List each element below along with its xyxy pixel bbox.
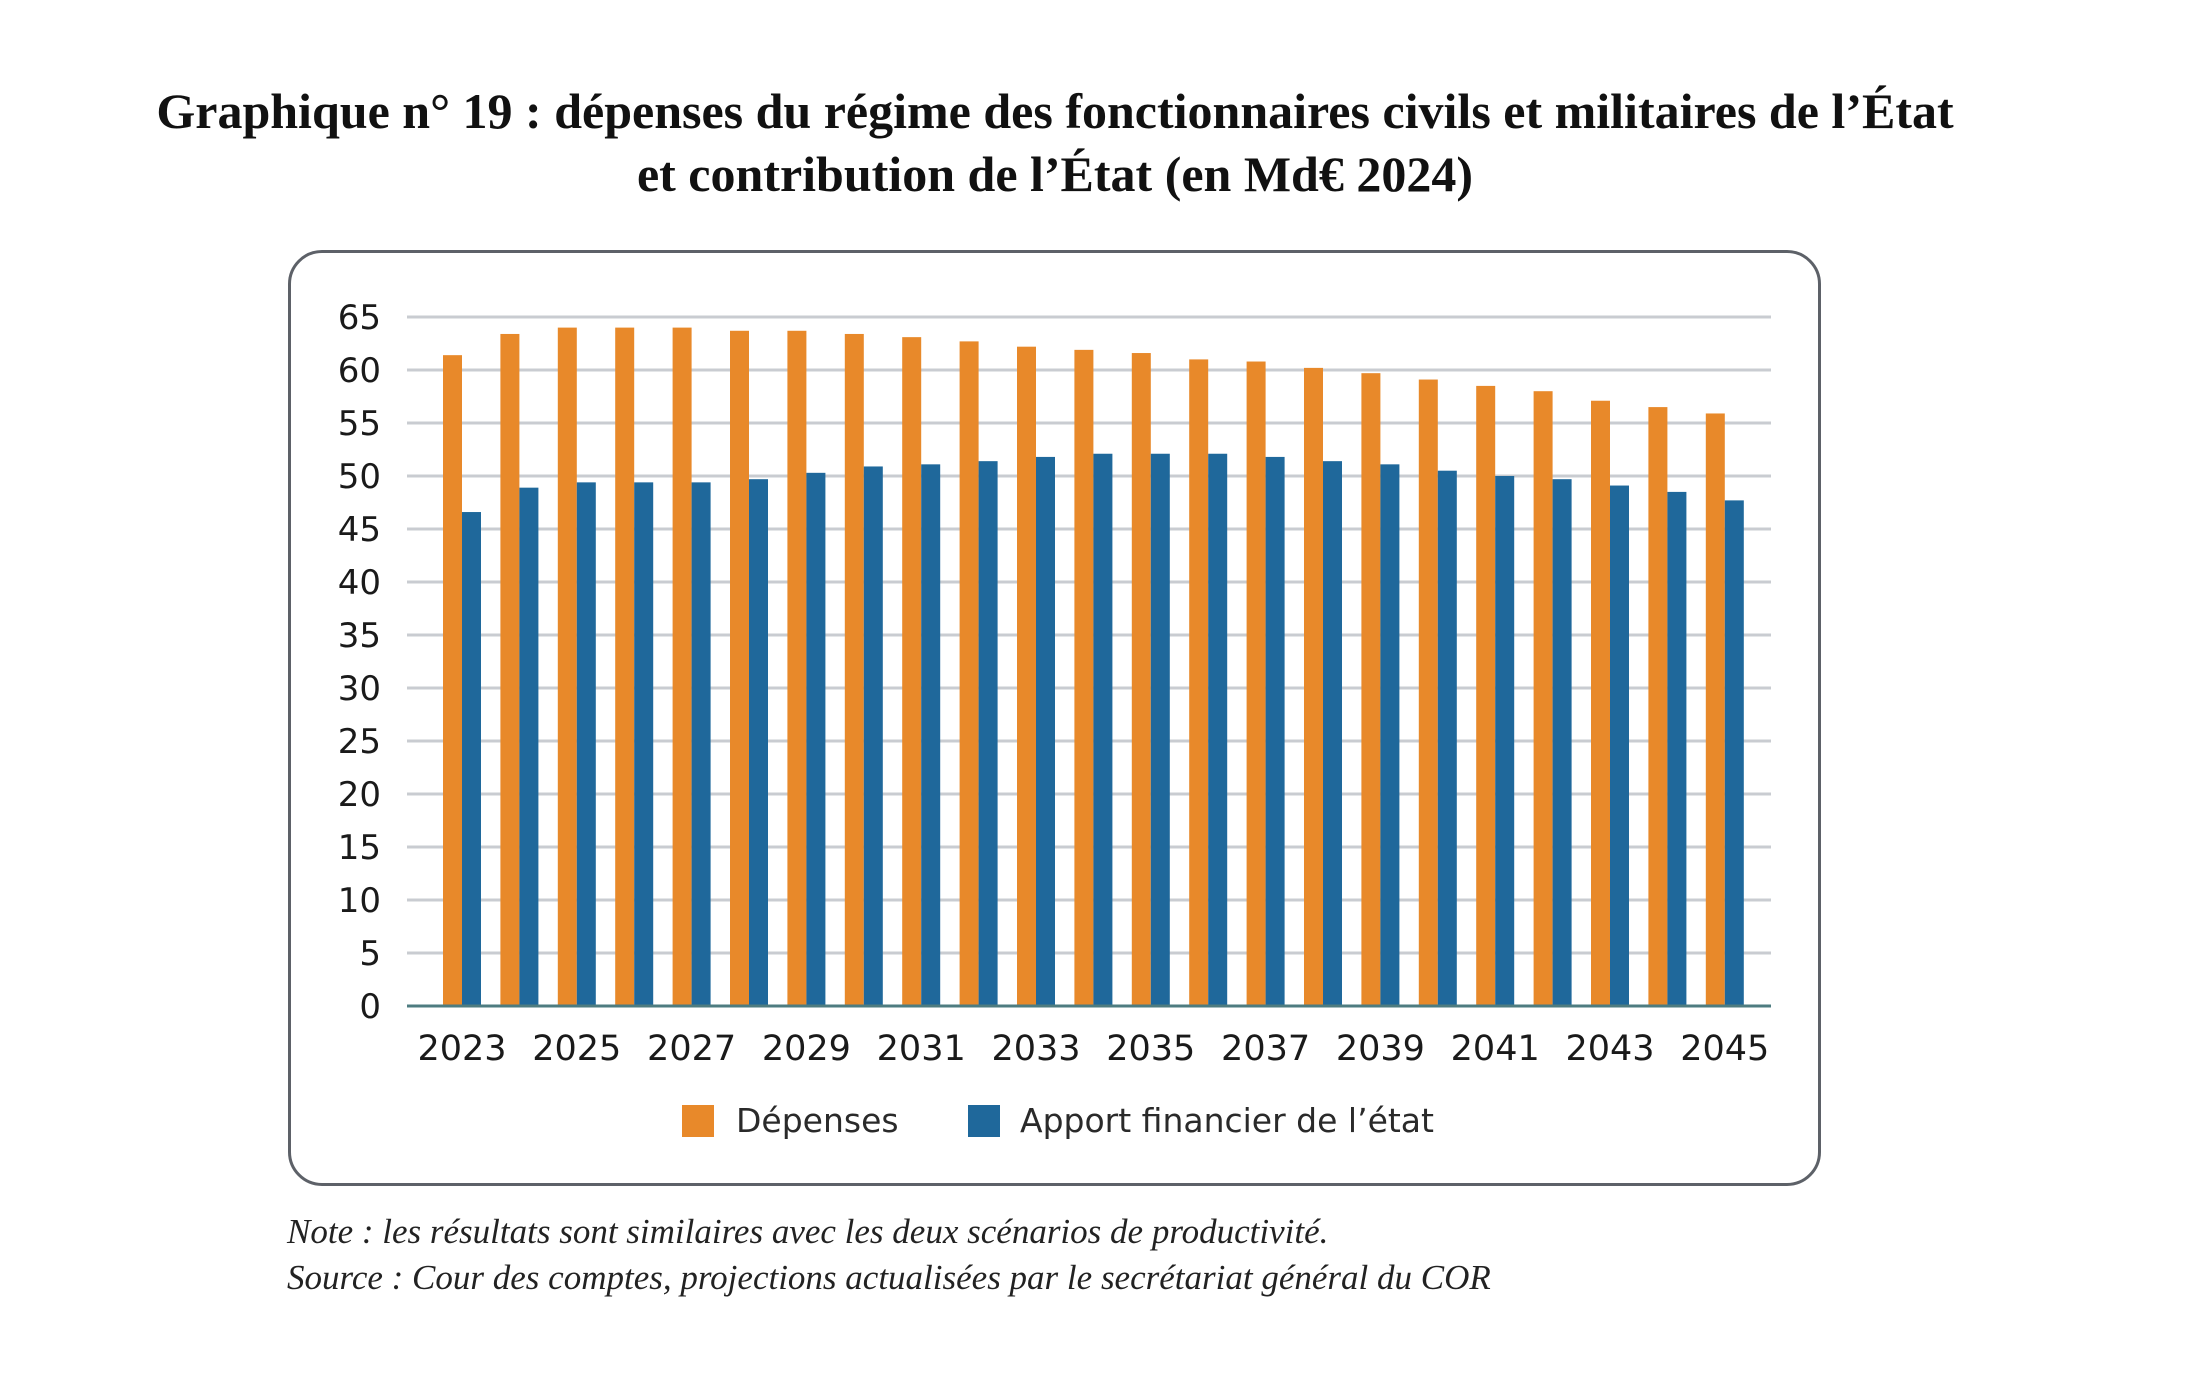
x-tick-label: 2029: [762, 1029, 851, 1069]
bar-depenses-2027: [672, 327, 692, 1007]
legend: Dépenses Apport financier de l’état: [682, 1101, 1434, 1140]
bar-depenses-2023: [443, 355, 462, 1006]
bar-depenses-2029: [787, 330, 807, 1006]
bar-apport-2038: [1323, 461, 1342, 1006]
legend-item-depenses: Dépenses: [682, 1101, 899, 1140]
bar-depenses-2045: [1705, 413, 1725, 1007]
chart-title-line-2: et contribution de l’État (en Md€ 2024): [636, 146, 1474, 202]
bar-apport-2032: [978, 461, 998, 1006]
bar-apport-2042: [1552, 479, 1572, 1006]
chart-note: Note : les résultats sont similaires ave…: [287, 1212, 1329, 1251]
bars: [443, 327, 1744, 1007]
y-tick-label: 35: [338, 616, 381, 656]
y-tick-label: 55: [338, 404, 381, 444]
bar-depenses-2044: [1648, 407, 1668, 1007]
bar-apport-2043: [1610, 485, 1629, 1006]
y-tick-label: 65: [338, 298, 381, 338]
bar-apport-2026: [634, 482, 654, 1006]
y-tick-label: 10: [338, 881, 381, 921]
y-tick-label: 45: [338, 510, 381, 550]
bar-depenses-2030: [844, 333, 864, 1007]
bar-apport-2031: [921, 464, 941, 1007]
bar-depenses-2041: [1476, 385, 1496, 1006]
bar-apport-2025: [576, 482, 596, 1006]
bar-depenses-2038: [1304, 367, 1323, 1006]
x-tick-label: 2043: [1565, 1029, 1654, 1069]
x-tick-label: 2037: [1221, 1029, 1310, 1069]
bar-depenses-2033: [1017, 346, 1036, 1006]
bar-depenses-2042: [1533, 391, 1553, 1006]
bar-apport-2036: [1208, 453, 1228, 1006]
bar-apport-2039: [1380, 464, 1400, 1007]
y-tick-label: 25: [338, 722, 381, 762]
chart-source: Source : Cour des comptes, projections a…: [287, 1258, 1491, 1297]
legend-label: Apport financier de l’état: [1020, 1101, 1434, 1140]
x-tick-label: 2025: [532, 1029, 621, 1069]
y-tick-label: 50: [338, 457, 381, 497]
bar-apport-2023: [462, 512, 481, 1006]
x-tick-label: 2027: [647, 1029, 736, 1069]
chart-title-line-1: Graphique n° 19 : dépenses du régime des…: [156, 83, 1954, 139]
bar-apport-2030: [863, 466, 883, 1007]
bar-apport-2029: [806, 472, 826, 1006]
bar-apport-2024: [519, 487, 539, 1006]
x-tick-label: 2041: [1451, 1029, 1540, 1069]
x-tick-label: 2023: [417, 1029, 506, 1069]
bar-depenses-2035: [1131, 353, 1151, 1006]
bar-apport-2027: [691, 482, 711, 1006]
x-tick-label: 2039: [1336, 1029, 1425, 1069]
bar-depenses-2037: [1246, 361, 1266, 1006]
bar-depenses-2034: [1074, 349, 1094, 1006]
bar-depenses-2036: [1189, 359, 1209, 1006]
y-tick-label: 30: [338, 669, 381, 709]
y-tick-label: 5: [359, 934, 381, 974]
legend-label: Dépenses: [736, 1101, 899, 1140]
x-tick-label: 2033: [991, 1029, 1080, 1069]
y-tick-label: 0: [359, 987, 381, 1027]
x-tick-label: 2035: [1106, 1029, 1195, 1069]
bar-depenses-2024: [500, 333, 520, 1007]
bar-apport-2040: [1437, 470, 1457, 1006]
bar-depenses-2040: [1418, 379, 1438, 1006]
bar-apport-2037: [1265, 456, 1285, 1006]
bar-depenses-2028: [730, 330, 749, 1006]
legend-swatch: [968, 1105, 1000, 1137]
y-tick-label: 15: [338, 828, 381, 868]
bar-apport-2028: [749, 479, 768, 1006]
bar-apport-2034: [1093, 453, 1113, 1006]
bar-apport-2045: [1724, 500, 1744, 1006]
y-tick-label: 40: [338, 563, 381, 603]
bar-depenses-2032: [959, 341, 979, 1006]
x-axis-tick-labels: 2023 2025 2027 2029 2031 2033 2035 2037 2039 2041…: [417, 1029, 1769, 1069]
x-tick-label: 2031: [877, 1029, 966, 1069]
bar-depenses-2025: [557, 327, 577, 1007]
bar-depenses-2031: [902, 337, 922, 1006]
y-tick-label: 20: [338, 775, 381, 815]
bar-apport-2033: [1036, 456, 1055, 1006]
bar-depenses-2039: [1361, 373, 1381, 1006]
bar-apport-2035: [1150, 453, 1170, 1006]
bar-depenses-2026: [615, 327, 635, 1007]
y-axis-tick-labels: 0 5 10 15 20 25 30 35 40 45 50 55 60 65: [338, 298, 381, 1027]
legend-item-apport: Apport financier de l’état: [968, 1101, 1434, 1140]
y-tick-label: 60: [338, 351, 381, 391]
legend-swatch: [682, 1105, 714, 1137]
bar-apport-2044: [1667, 491, 1687, 1006]
x-tick-label: 2045: [1680, 1029, 1769, 1069]
bar-depenses-2043: [1591, 400, 1610, 1006]
bar-apport-2041: [1495, 476, 1515, 1006]
